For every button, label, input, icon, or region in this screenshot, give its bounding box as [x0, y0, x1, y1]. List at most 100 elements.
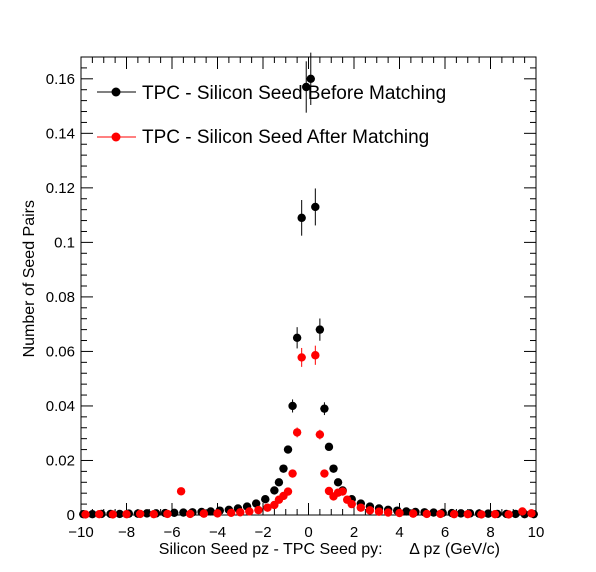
x-tick-label: −8: [118, 524, 135, 541]
data-point: [490, 509, 500, 519]
data-point: [504, 510, 513, 519]
legend-label-after: TPC - Silicon Seed After Matching: [142, 127, 429, 148]
data-point: [297, 353, 306, 362]
x-tick-label: −10: [68, 524, 93, 541]
data-point: [311, 351, 320, 360]
data-point: [292, 333, 302, 342]
legend-label-before: TPC - Silicon Seed Before Matching: [142, 83, 446, 104]
data-point: [288, 469, 297, 478]
data-point: [226, 508, 236, 518]
legend: TPC - Silicon Seed Before Matching TPC -…: [97, 83, 446, 148]
data-point: [429, 508, 438, 517]
data-point: [306, 74, 315, 84]
data-point: [261, 494, 270, 504]
data-point: [81, 510, 90, 519]
data-point: [176, 487, 186, 496]
y-tick-label: 0: [67, 507, 75, 524]
data-point: [511, 509, 520, 519]
data-point: [518, 507, 527, 516]
data-point: [311, 202, 320, 212]
x-tick-label: 8: [486, 524, 494, 541]
x-tick-label: −4: [209, 524, 226, 541]
data-point: [142, 509, 152, 518]
data-point: [199, 509, 209, 518]
data-point: [179, 508, 188, 517]
data-point: [463, 509, 472, 519]
data-point: [302, 82, 311, 92]
y-tick-label: 0.02: [46, 452, 75, 469]
y-axis-title: Number of Seed Pairs: [21, 200, 38, 357]
data-point: [186, 509, 195, 519]
data-point: [283, 445, 293, 454]
data-point: [484, 509, 493, 518]
data-point: [527, 509, 536, 518]
data-point: [236, 508, 245, 517]
x-tick-label: 6: [441, 524, 449, 541]
y-tick-label: 0.16: [46, 71, 75, 88]
data-point: [108, 510, 118, 519]
data-point: [449, 509, 459, 519]
data-point: [254, 505, 263, 515]
data-point: [245, 507, 254, 516]
data-point: [315, 430, 325, 439]
data-point: [374, 507, 384, 516]
data-point: [356, 503, 366, 512]
data-point: [135, 509, 145, 519]
legend-marker-before: [111, 87, 121, 97]
y-tick-label: 0.04: [46, 398, 75, 415]
data-point: [170, 508, 179, 518]
data-point: [149, 509, 158, 519]
data-point: [402, 507, 411, 516]
data-point: [292, 428, 302, 437]
data-point: [288, 401, 297, 411]
x-tick-label: 0: [304, 524, 312, 541]
data-point: [297, 213, 306, 223]
data-point: [383, 508, 393, 517]
data-point: [274, 478, 284, 487]
data-point: [115, 509, 124, 519]
x-axis-title: Silicon Seed pz - TPC Seed py: Δ pz (GeV…: [159, 541, 500, 558]
data-point: [263, 503, 272, 512]
data-point: [329, 464, 338, 473]
data-point: [436, 509, 445, 519]
x-tick-label: −6: [163, 524, 180, 541]
data-point: [315, 325, 325, 334]
data-point: [163, 509, 172, 519]
series-0: [79, 52, 538, 519]
data-point: [88, 509, 97, 519]
data-point: [122, 509, 131, 519]
y-tick-label: 0.1: [54, 234, 75, 251]
data-point: [279, 464, 288, 473]
y-tick-label: 0.08: [46, 289, 75, 306]
x-tick-label: 4: [395, 524, 403, 541]
data-point: [270, 486, 279, 495]
data-point: [408, 509, 418, 518]
axis-tick-labels: −10 −8 −6 −4 −2 0 2 4 6 8 10 0 0.02 0.04 0.06 0.08 0.1 0.…: [46, 71, 545, 541]
y-tick-label: 0.14: [46, 125, 75, 142]
data-marks: [79, 52, 538, 519]
data-point: [456, 509, 466, 518]
data-point: [365, 506, 375, 515]
data-point: [283, 487, 293, 496]
series-1: [81, 345, 536, 519]
data-point: [206, 507, 215, 516]
data-point: [251, 499, 261, 508]
y-tick-label: 0.12: [46, 180, 75, 197]
data-point: [477, 510, 486, 519]
data-point: [333, 478, 343, 487]
data-point: [320, 404, 329, 413]
axis-ticks: [80, 56, 537, 516]
plot-frame: [80, 56, 537, 516]
legend-marker-after: [111, 132, 121, 142]
x-tick-label: −2: [254, 524, 271, 541]
x-tick-label: 10: [528, 524, 545, 541]
data-point: [95, 509, 104, 519]
y-tick-label: 0.06: [46, 343, 75, 360]
data-point: [347, 499, 356, 509]
data-point: [324, 442, 334, 452]
data-point: [395, 508, 404, 518]
data-point: [338, 487, 347, 496]
data-point: [422, 509, 431, 519]
data-point: [213, 509, 222, 518]
